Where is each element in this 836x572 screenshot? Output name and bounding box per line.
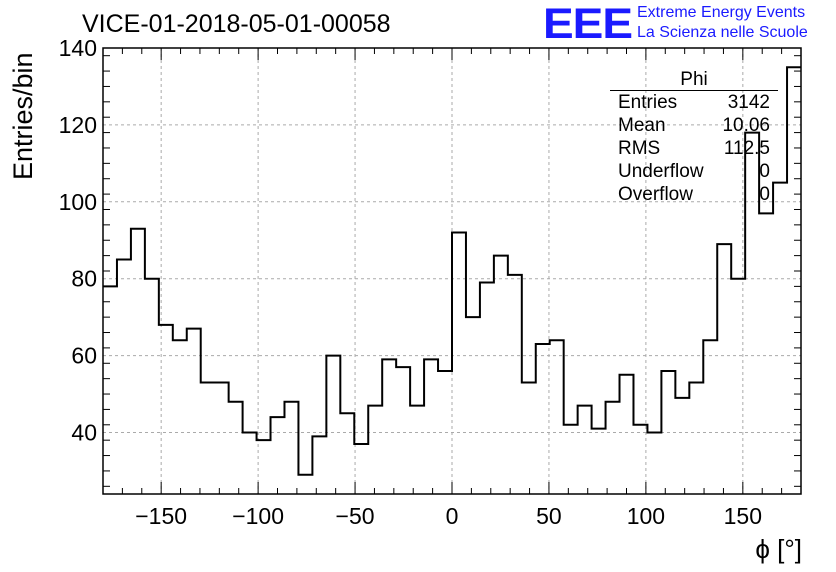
- stats-row-rms: RMS 112.5: [610, 137, 778, 160]
- stats-box: Phi Entries 3142 Mean 10.06 RMS 112.5 Under…: [610, 70, 778, 206]
- y-tick-label: 120: [59, 112, 97, 138]
- stats-key: Underflow: [618, 161, 704, 182]
- x-tick-label: 150: [724, 503, 762, 529]
- x-tick-label: −100: [232, 503, 284, 529]
- x-axis-label: ϕ [°]: [755, 534, 802, 564]
- stats-row-underflow: Underflow 0: [610, 160, 778, 183]
- chart-title: VICE-01-2018-05-01-00058: [82, 10, 391, 38]
- stats-key: Overflow: [618, 184, 693, 205]
- x-tick-label: −50: [336, 503, 375, 529]
- tick-marks: [103, 48, 801, 494]
- x-tick-label: 50: [536, 503, 562, 529]
- histogram-bins: [103, 66, 801, 476]
- brand-line-1: Extreme Energy Events: [637, 4, 806, 21]
- stats-row-mean: Mean 10.06: [610, 114, 778, 137]
- y-tick-label: 80: [71, 266, 97, 292]
- stats-row-overflow: Overflow 0: [610, 183, 778, 206]
- x-tick-label: 100: [627, 503, 665, 529]
- stats-value: 112.5: [723, 138, 770, 159]
- y-tick-label: 60: [71, 343, 97, 369]
- y-tick-label: 140: [59, 35, 97, 61]
- x-tick-label: −150: [135, 503, 187, 529]
- tick-labels: −150 −100 −50 0 50 100 150 40 60 80 100 120 140: [59, 35, 762, 529]
- x-tick-label: 0: [446, 503, 459, 529]
- eee-logo: EEE: [543, 0, 633, 48]
- brand-line-2: La Scienza nelle Scuole: [637, 24, 808, 41]
- stats-title: Phi: [610, 70, 778, 91]
- stats-value: 3142: [727, 92, 770, 113]
- stats-value: 0: [759, 161, 770, 182]
- stats-key: RMS: [618, 138, 661, 159]
- stats-row-entries: Entries 3142: [610, 91, 778, 114]
- stats-value: 10.06: [722, 115, 770, 136]
- y-axis-label: Entries/bin: [8, 52, 38, 180]
- histogram-outline: [103, 66, 801, 476]
- y-tick-label: 40: [71, 419, 97, 445]
- stats-value: 0: [759, 184, 770, 205]
- stats-key: Mean: [618, 115, 666, 136]
- stats-key: Entries: [618, 92, 678, 113]
- y-tick-label: 100: [59, 189, 97, 215]
